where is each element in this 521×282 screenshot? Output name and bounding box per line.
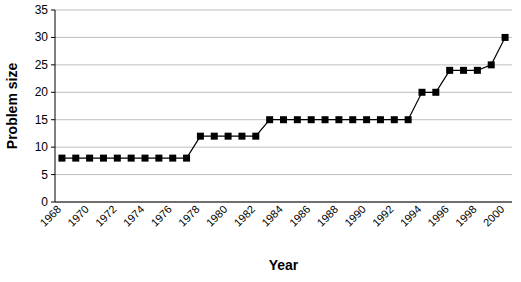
x-tick-label: 1968 <box>38 203 64 229</box>
marker <box>432 89 439 96</box>
x-tick-label: 1994 <box>398 203 424 229</box>
x-tick-label: 1992 <box>370 203 396 229</box>
y-tick <box>51 92 55 93</box>
marker <box>294 116 301 123</box>
x-tick-label: 1984 <box>259 203 285 229</box>
y-tick-label: 35 <box>35 3 49 17</box>
marker <box>252 133 259 140</box>
x-tick-label: 1972 <box>93 203 119 229</box>
chart-container: 0510152025303519681970197219741976197819… <box>0 0 521 282</box>
series-line <box>62 37 505 158</box>
grid-line <box>55 202 512 203</box>
marker <box>58 155 65 162</box>
grid-line <box>55 64 512 65</box>
y-tick <box>51 174 55 175</box>
chart: 0510152025303519681970197219741976197819… <box>0 0 521 282</box>
x-tick-label: 1976 <box>148 203 174 229</box>
marker <box>460 67 467 74</box>
y-tick <box>51 202 55 203</box>
y-tick <box>51 64 55 65</box>
grid-line <box>55 10 512 11</box>
x-tick-label: 1996 <box>425 203 451 229</box>
y-tick-label: 10 <box>35 140 49 154</box>
marker <box>211 133 218 140</box>
marker <box>197 133 204 140</box>
plot-area <box>58 34 508 162</box>
marker <box>155 155 162 162</box>
x-tick-label: 1986 <box>287 203 313 229</box>
marker <box>322 116 329 123</box>
marker <box>405 116 412 123</box>
marker <box>114 155 121 162</box>
marker <box>72 155 79 162</box>
marker <box>391 116 398 123</box>
y-tick <box>51 37 55 38</box>
marker <box>100 155 107 162</box>
marker <box>183 155 190 162</box>
x-tick-label: 1978 <box>176 203 202 229</box>
y-axis-title: Problem size <box>4 63 20 150</box>
y-tick-label: 20 <box>35 85 49 99</box>
marker <box>349 116 356 123</box>
marker <box>225 133 232 140</box>
marker <box>363 116 370 123</box>
y-tick-label: 15 <box>35 113 49 127</box>
marker <box>142 155 149 162</box>
x-axis <box>55 202 512 203</box>
x-tick-label: 1980 <box>204 203 230 229</box>
marker <box>266 116 273 123</box>
marker <box>488 61 495 68</box>
grid-line <box>55 147 512 148</box>
y-tick <box>51 119 55 120</box>
marker <box>86 155 93 162</box>
x-tick-label: 1998 <box>453 203 479 229</box>
y-tick-label: 25 <box>35 58 49 72</box>
y-tick <box>51 10 55 11</box>
marker <box>280 116 287 123</box>
grid-line <box>55 174 512 175</box>
marker <box>502 34 509 41</box>
marker <box>308 116 315 123</box>
x-tick-label: 1970 <box>65 203 91 229</box>
marker <box>169 155 176 162</box>
y-axis <box>55 10 56 202</box>
marker <box>238 133 245 140</box>
y-tick-label: 30 <box>35 30 49 44</box>
x-tick-label: 1982 <box>231 203 257 229</box>
x-tick-label: 1974 <box>121 203 147 229</box>
y-tick-label: 0 <box>41 195 48 209</box>
x-tick-label: 1990 <box>342 203 368 229</box>
marker <box>377 116 384 123</box>
x-tick-label: 2000 <box>481 203 507 229</box>
x-axis-title: Year <box>269 257 299 273</box>
y-tick-label: 5 <box>41 168 48 182</box>
y-tick <box>51 147 55 148</box>
marker <box>128 155 135 162</box>
marker <box>418 89 425 96</box>
marker <box>335 116 342 123</box>
x-tick-label: 1988 <box>315 203 341 229</box>
grid-line <box>55 37 512 38</box>
grid-line <box>55 92 512 93</box>
marker <box>474 67 481 74</box>
marker <box>446 67 453 74</box>
